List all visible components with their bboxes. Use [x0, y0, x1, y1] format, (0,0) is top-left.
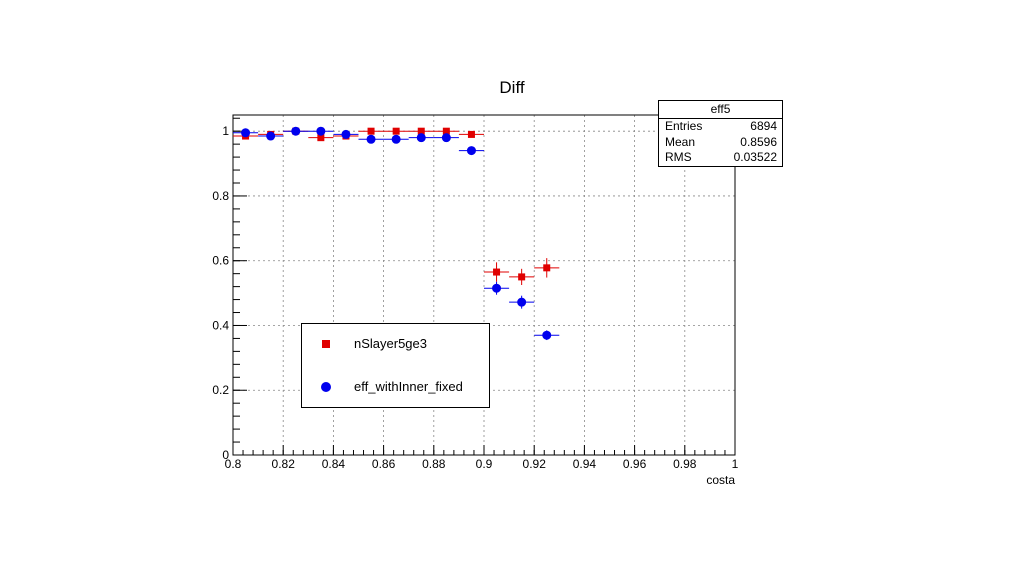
stats-value: 0.03522: [733, 150, 777, 164]
x-tick-label: 0.98: [673, 457, 697, 471]
data-point-circle: [466, 146, 476, 156]
data-point-circle: [391, 134, 401, 144]
y-tick-label: 0.2: [212, 383, 229, 397]
x-tick-label: 0.92: [523, 457, 547, 471]
series-red-squares: [233, 127, 560, 285]
data-point-circle: [291, 126, 301, 136]
x-tick-label: 0.88: [422, 457, 446, 471]
data-point-square: [543, 264, 551, 272]
x-tick-label: 0.96: [623, 457, 647, 471]
x-tick-label: 0.8: [225, 457, 242, 471]
chart-title: Diff: [499, 78, 525, 97]
data-point-circle: [542, 330, 552, 340]
x-axis-label: costa: [706, 473, 735, 487]
stats-value: 0.8596: [740, 134, 777, 149]
stats-row-mean: Mean 0.8596: [659, 135, 782, 151]
legend-label: eff_withInner_fixed: [354, 379, 463, 394]
y-tick-label: 0.4: [212, 318, 229, 332]
y-tick-label: 0.6: [212, 254, 229, 268]
legend-item: nSlayer5ge3: [302, 336, 427, 351]
stats-label: Entries: [665, 119, 703, 133]
legend-item: eff_withInner_fixed: [302, 379, 463, 394]
y-tick-label: 0: [222, 448, 229, 462]
x-tick-label: 1: [732, 457, 739, 471]
stats-title: eff5: [659, 101, 782, 119]
square-marker-icon: [308, 339, 344, 348]
stats-row-entries: Entries 6894: [659, 119, 782, 135]
legend-label: nSlayer5ge3: [354, 336, 427, 351]
x-tick-label: 0.94: [573, 457, 597, 471]
data-point-square: [518, 273, 526, 281]
stats-label: Mean: [665, 134, 696, 149]
data-point-circle: [316, 126, 326, 136]
data-point-circle: [241, 128, 251, 138]
data-point-square: [367, 127, 375, 135]
data-point-square: [317, 134, 325, 142]
x-tick-label: 0.84: [322, 457, 346, 471]
x-tick-label: 0.9: [476, 457, 493, 471]
y-tick-label: 1: [222, 124, 229, 138]
circle-marker-icon: [308, 381, 344, 392]
x-tick-label: 0.86: [372, 457, 396, 471]
data-point-circle: [441, 133, 451, 143]
axes: 0.8 0.82 0.84 0.86 0.88 0.9 0.92 0.94 0.96 0.98 1 0…: [212, 117, 739, 487]
data-point-square: [493, 268, 501, 276]
data-point-circle: [266, 131, 276, 141]
stats-value: 6894: [750, 119, 777, 133]
stats-label: RMS: [665, 150, 692, 164]
legend: nSlayer5ge3 eff_withInner_fixed: [301, 323, 490, 408]
data-point-square: [392, 127, 400, 135]
data-point-square: [417, 127, 425, 135]
series-blue-circles: [233, 126, 560, 341]
data-point-square: [442, 127, 450, 135]
y-tick-label: 0.8: [212, 189, 229, 203]
data-point-circle: [416, 133, 426, 143]
data-point-square: [467, 130, 475, 138]
data-point-circle: [341, 129, 351, 139]
stats-row-rms: RMS 0.03522: [659, 150, 782, 166]
data-point-circle: [492, 283, 502, 293]
data-points: [233, 126, 560, 341]
data-point-circle: [366, 134, 376, 144]
stats-box: eff5 Entries 6894 Mean 0.8596 RMS 0.0352…: [658, 100, 783, 167]
x-tick-label: 0.82: [272, 457, 296, 471]
data-point-circle: [517, 297, 527, 307]
